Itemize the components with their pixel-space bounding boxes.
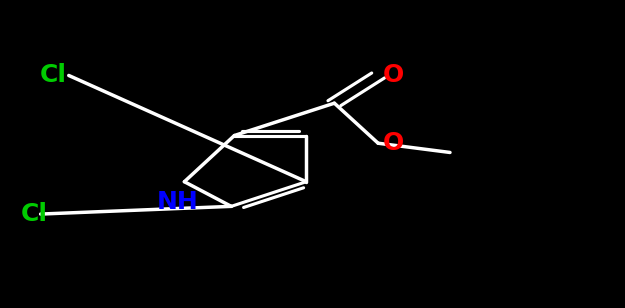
Text: Cl: Cl (39, 63, 67, 87)
Text: Cl: Cl (21, 202, 48, 226)
Text: NH: NH (158, 190, 199, 214)
Text: O: O (383, 131, 404, 155)
Text: O: O (383, 63, 404, 87)
